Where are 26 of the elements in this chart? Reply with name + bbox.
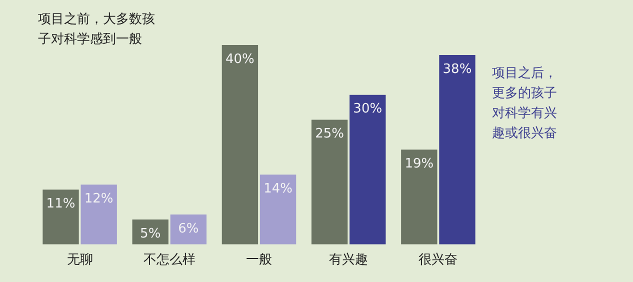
bar <box>311 120 348 244</box>
text: 项目之后，更多的孩子对科学有兴趣或很兴奋 <box>492 65 558 143</box>
bar <box>401 150 438 244</box>
data-label: 25% <box>315 126 344 142</box>
bar <box>42 190 79 244</box>
bar <box>260 174 296 244</box>
bar <box>170 214 207 244</box>
x-tick-label: 一般 <box>246 252 272 268</box>
x-tick-label: 有兴趣 <box>329 252 368 268</box>
data-label: 12% <box>84 191 114 206</box>
bar <box>439 54 476 244</box>
bar <box>222 45 258 244</box>
x-tick-label: 很兴奋 <box>418 252 458 268</box>
data-label: 40% <box>226 52 254 67</box>
x-tick-label: 无聊 <box>66 252 93 268</box>
annotation: 项目之前，大多数孩子对科学感到一般 <box>38 11 156 49</box>
bar <box>80 184 117 244</box>
data-label: 38% <box>442 62 472 77</box>
data-label: 5% <box>140 226 161 242</box>
data-label: 30% <box>353 102 382 117</box>
data-label: 19% <box>404 156 434 172</box>
x-tick-label: 不怎么样 <box>143 252 196 268</box>
data-label: 14% <box>264 181 292 196</box>
data-label: 6% <box>178 221 199 236</box>
bar <box>350 94 386 244</box>
data-label: 11% <box>46 196 76 212</box>
